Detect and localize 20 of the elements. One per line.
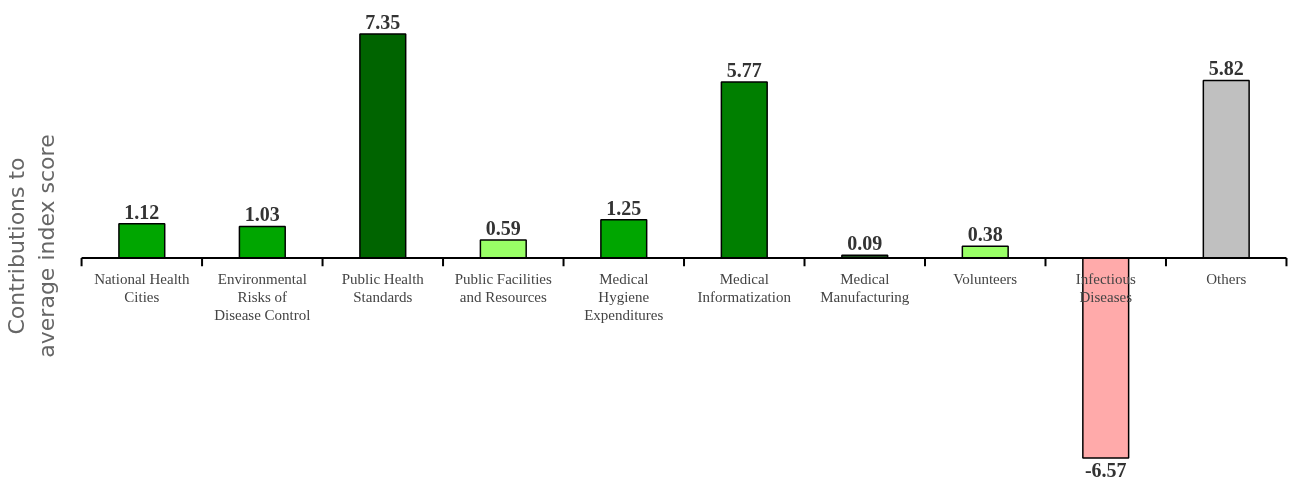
x-tick-label: Environmental Risks of Disease Control — [214, 270, 311, 324]
data-label: 1.12 — [124, 200, 160, 223]
x-tick-label: National Health Cities — [94, 270, 191, 306]
data-label: 0.38 — [967, 223, 1003, 246]
data-label: 5.82 — [1208, 57, 1244, 80]
x-tick-label: Public Facilities and Resources — [454, 270, 552, 306]
x-tick-label: Volunteers — [953, 270, 1018, 287]
y-axis-title: Contributions to average index score — [3, 134, 59, 358]
data-label: 1.03 — [244, 203, 280, 226]
data-label: 7.35 — [365, 10, 401, 33]
x-tick-label: Medical Hygiene Expenditures — [584, 270, 664, 324]
x-tick-label: Public Health Standards — [341, 270, 425, 306]
data-label: 0.09 — [847, 232, 883, 255]
x-tick-label: Others — [1206, 270, 1247, 287]
data-label: -6.57 — [1084, 459, 1127, 482]
data-label: 1.25 — [606, 196, 642, 219]
data-label: 5.77 — [726, 59, 762, 81]
data-label: 0.59 — [485, 216, 521, 239]
x-tick-label: Medical Manufacturing — [820, 270, 910, 306]
x-tick-label: Medical Informatization — [697, 270, 792, 306]
